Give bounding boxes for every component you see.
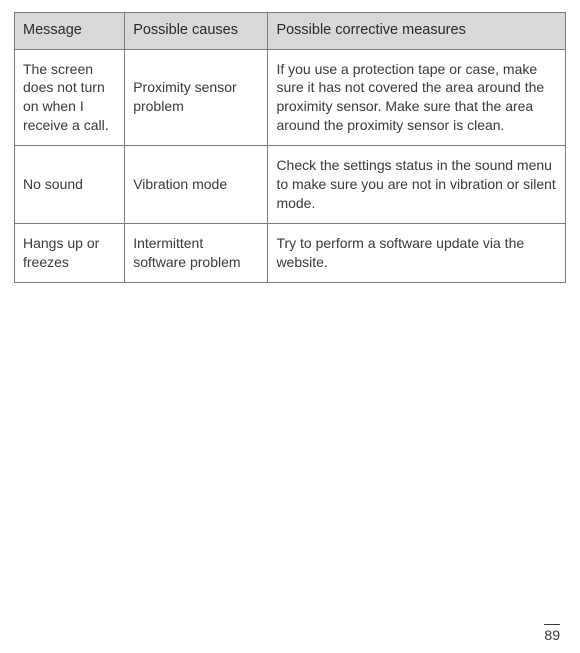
cell-corrective: Check the settings status in the sound m… bbox=[268, 146, 566, 224]
cell-message: Hangs up or freezes bbox=[15, 223, 125, 282]
table-row: The screen does not turn on when I recei… bbox=[15, 49, 566, 146]
page-number: 89 bbox=[544, 624, 560, 643]
cell-corrective: Try to perform a software update via the… bbox=[268, 223, 566, 282]
table-row: No sound Vibration mode Check the settin… bbox=[15, 146, 566, 224]
table-header-row: Message Possible causes Possible correct… bbox=[15, 13, 566, 50]
header-corrective: Possible corrective measures bbox=[268, 13, 566, 50]
header-message: Message bbox=[15, 13, 125, 50]
cell-corrective: If you use a protection tape or case, ma… bbox=[268, 49, 566, 146]
cell-message: The screen does not turn on when I recei… bbox=[15, 49, 125, 146]
cell-causes: Intermittent software problem bbox=[125, 223, 268, 282]
cell-causes: Proximity sensor problem bbox=[125, 49, 268, 146]
cell-causes: Vibration mode bbox=[125, 146, 268, 224]
header-causes: Possible causes bbox=[125, 13, 268, 50]
cell-message: No sound bbox=[15, 146, 125, 224]
table-row: Hangs up or freezes Intermittent softwar… bbox=[15, 223, 566, 282]
troubleshooting-table: Message Possible causes Possible correct… bbox=[14, 12, 566, 283]
